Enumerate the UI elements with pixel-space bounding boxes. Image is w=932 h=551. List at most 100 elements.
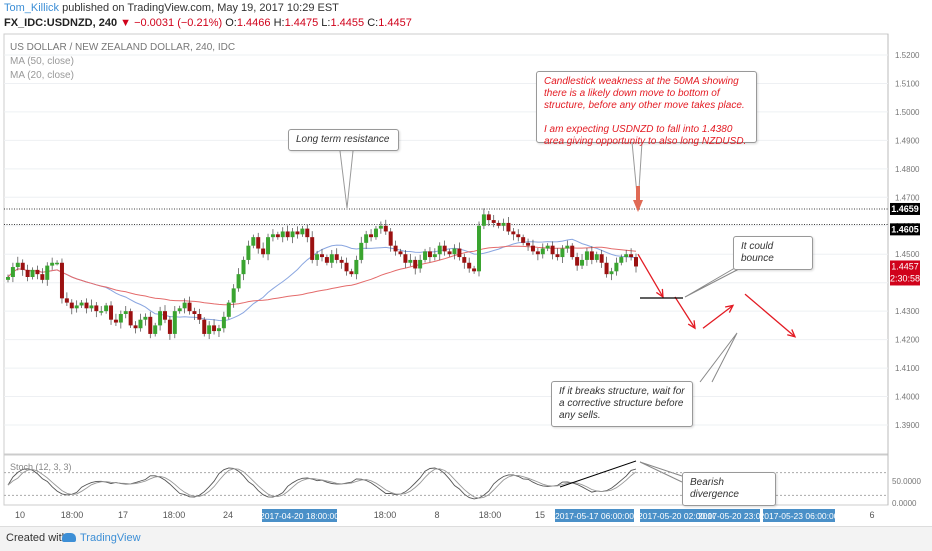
candle-body (565, 245, 570, 249)
forecast-arrowhead (725, 304, 735, 313)
candle-body (69, 302, 74, 309)
candle-body (526, 242, 531, 246)
candle-body (364, 234, 369, 243)
analysis-note-2: I am expecting USDNZD to fall into 1.438… (544, 124, 747, 147)
candle-body (241, 259, 246, 275)
candle-body (79, 302, 84, 306)
candle-body (432, 254, 437, 258)
y-tick-label: 1.4900 (895, 136, 920, 145)
candle-body (393, 245, 398, 252)
chart-title: US DOLLAR / NEW ZEALAND DOLLAR, 240, IDC (10, 42, 235, 53)
x-highlight-box (555, 509, 634, 522)
candle-body (50, 262, 55, 266)
x-tick-label: 18:00 (61, 510, 84, 520)
note-arrow-icon (633, 186, 643, 212)
candle-body (344, 262, 349, 272)
bounce-callout-text: It could bounce (741, 241, 774, 264)
y-tick-label: 1.4000 (895, 393, 920, 402)
tradingview-logo-icon (62, 533, 76, 542)
candle-body (540, 248, 545, 255)
candle-body (226, 302, 231, 317)
candle-body (251, 237, 256, 246)
candle-body (324, 257, 329, 263)
price-chart[interactable]: 1.39001.40001.41001.42001.43001.44001.45… (0, 32, 932, 526)
candle-body (580, 259, 585, 266)
bounce-callout-pointer (684, 257, 761, 298)
candle-body (25, 269, 30, 277)
res-high-tag (890, 202, 920, 215)
x-tick-label: 18:00 (374, 510, 397, 520)
author-link[interactable]: Tom_Killick (4, 2, 60, 14)
y-tick-label: 1.4800 (895, 165, 920, 174)
candle-body (408, 259, 413, 263)
candle-body (427, 251, 432, 258)
analysis-note-1: Candlestick weakness at the 50MA showing… (544, 76, 745, 111)
created-with-text: Created with (6, 532, 68, 544)
analysis-callout: Candlestick weakness at the 50MA showing… (536, 71, 757, 147)
candle-body (550, 245, 555, 255)
forecast-arrows (637, 253, 797, 338)
candle-body (614, 262, 619, 272)
candle-body (477, 225, 481, 272)
candle-body (486, 214, 491, 221)
candle-body (388, 231, 393, 246)
stoch-tick-50: 50.0000 (892, 477, 921, 486)
candle-body (266, 237, 271, 255)
resistance-callout-text: Long term resistance (296, 134, 390, 145)
candle-body (158, 311, 163, 326)
candle-body (423, 251, 428, 260)
candle-body (197, 314, 202, 320)
candle-body (496, 222, 501, 226)
x-axis: 10 18:00 17 18:00 24 8 18:00 15 6 18:00 2017-04-20… (15, 509, 875, 522)
forecast-arrowhead (787, 329, 797, 338)
candle-body (447, 251, 452, 255)
candle-body (256, 237, 261, 249)
candle-body (398, 251, 403, 255)
candle-body (413, 259, 418, 269)
high-value: 1.4475 (284, 17, 319, 29)
ma20-legend: MA (20, close) (10, 70, 74, 81)
candle-body (575, 257, 580, 266)
close-value: 1.4457 (378, 17, 412, 29)
forecast-arrow-line (744, 293, 796, 338)
x-highlight-box (763, 509, 835, 522)
candle-body (104, 305, 109, 312)
x-tick-label: 18:00 (163, 510, 186, 520)
y-tick-label: 1.4100 (895, 364, 920, 373)
candle-body (275, 234, 280, 238)
divergence-callout: Bearish divergence (682, 472, 776, 506)
forecast-arrowhead (687, 320, 696, 330)
candle-body (491, 220, 496, 223)
candle-body (109, 305, 114, 320)
candle-body (280, 231, 285, 238)
close-key: C: (367, 17, 379, 29)
candle-body (329, 254, 334, 263)
candle-body (123, 311, 128, 314)
res-low-tag (890, 223, 920, 236)
symbol-label: FX_IDC:USDNZD, 240 (4, 17, 118, 29)
tradingview-link[interactable]: TradingView (80, 532, 141, 544)
stoch-label: Stoch (12, 3, 3) (10, 462, 72, 472)
candle-body (320, 254, 324, 258)
breaks-callout-pointer (699, 332, 738, 383)
y-tick-label: 1.3900 (895, 421, 920, 430)
low-key: L: (321, 17, 331, 29)
divergence-callout-pointer (639, 461, 683, 483)
y-tick-label: 1.4300 (895, 307, 920, 316)
candle-body (74, 305, 79, 309)
x-tick-label: 10 (15, 510, 25, 520)
footer: Created with TradingView (0, 526, 932, 551)
candle-body (305, 228, 310, 238)
candle-body (599, 254, 604, 263)
candle-body (148, 316, 153, 334)
candle-body (285, 231, 290, 238)
candle-body (94, 305, 99, 312)
candle-body (153, 325, 158, 334)
candle-body (84, 302, 89, 309)
candle-body (437, 245, 442, 255)
res-low-tag-text: 1.4605 (891, 224, 919, 234)
candle-body (604, 262, 609, 275)
candle-body (182, 302, 187, 309)
candle-body (594, 254, 599, 260)
candle-body (55, 262, 60, 265)
